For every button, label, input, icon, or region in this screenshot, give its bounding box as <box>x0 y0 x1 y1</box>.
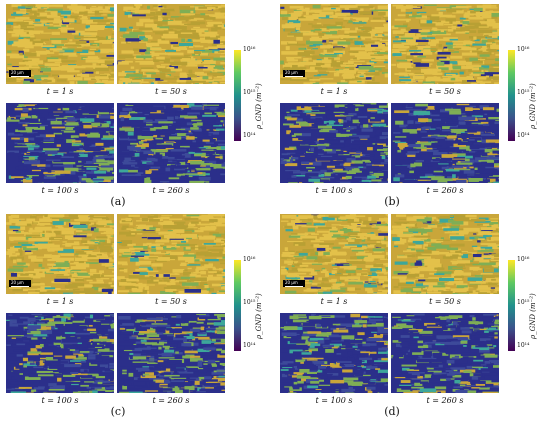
time-caption: t = 50 s <box>155 297 187 306</box>
panel-label: (a) <box>110 195 126 208</box>
time-caption: t = 1 s <box>320 87 348 96</box>
colorbar <box>508 260 515 351</box>
scale-bar: 20 µm <box>283 280 305 287</box>
dislocation-map: 20 µm <box>6 214 114 294</box>
scale-bar-line <box>11 76 29 77</box>
colorbar <box>234 260 241 351</box>
colorbar-tick-label: 10¹⁶ <box>517 46 530 53</box>
colorbar <box>234 50 241 141</box>
time-caption: t = 100 s <box>315 396 353 405</box>
time-caption: t = 260 s <box>152 396 190 405</box>
colorbar-tick-label: 10¹⁴ <box>517 342 530 349</box>
panel-label: (c) <box>110 405 126 418</box>
time-caption: t = 100 s <box>315 186 353 195</box>
dislocation-map <box>391 313 499 393</box>
scale-bar-line <box>11 286 29 287</box>
dislocation-map <box>117 214 225 294</box>
time-caption: t = 50 s <box>429 87 461 96</box>
time-caption: t = 50 s <box>429 297 461 306</box>
time-caption: t = 100 s <box>41 396 79 405</box>
time-caption: t = 100 s <box>41 186 79 195</box>
colorbar-tick-label: 10¹⁶ <box>243 46 256 53</box>
dislocation-map <box>280 313 388 393</box>
scale-bar-label: 20 µm <box>11 70 24 75</box>
colorbar-tick-label: 10¹⁴ <box>243 342 256 349</box>
colorbar-tick-label: 10¹⁵ <box>243 299 256 306</box>
panel-b: 20 µm t = 1 s t = 50 s t = 100 s t = 260 s 10… <box>280 4 540 209</box>
colorbar-tick-label: 10¹⁶ <box>243 256 256 263</box>
scale-bar-label: 20 µm <box>285 280 298 285</box>
time-caption: t = 260 s <box>426 396 464 405</box>
dislocation-map <box>117 4 225 84</box>
colorbar-tick-label: 10¹⁴ <box>517 132 530 139</box>
scale-bar-label: 20 µm <box>285 70 298 75</box>
dislocation-map: 20 µm <box>6 4 114 84</box>
time-caption: t = 1 s <box>46 87 74 96</box>
time-caption: t = 260 s <box>152 186 190 195</box>
time-caption: t = 1 s <box>320 297 348 306</box>
scale-bar: 20 µm <box>283 70 305 77</box>
dislocation-map <box>6 103 114 183</box>
dislocation-map <box>117 103 225 183</box>
panel-a: 20 µm t = 1 s t = 50 s t = 100 s t = 260 s 10… <box>6 4 266 209</box>
colorbar-tick-label: 10¹⁵ <box>243 89 256 96</box>
scale-bar: 20 µm <box>9 280 31 287</box>
panel-label: (b) <box>384 195 400 208</box>
colorbar-tick-label: 10¹⁵ <box>517 299 530 306</box>
scale-bar: 20 µm <box>9 70 31 77</box>
time-caption: t = 260 s <box>426 186 464 195</box>
scale-bar-line <box>285 76 303 77</box>
dislocation-map <box>280 103 388 183</box>
colorbar-unit-label: ρ_GND (m⁻²) <box>255 293 263 339</box>
dislocation-map <box>391 214 499 294</box>
dislocation-map <box>391 4 499 84</box>
time-caption: t = 50 s <box>155 87 187 96</box>
scale-bar-label: 20 µm <box>11 280 24 285</box>
dislocation-map <box>391 103 499 183</box>
colorbar-unit-label: ρ_GND (m⁻²) <box>255 83 263 129</box>
dislocation-map: 20 µm <box>280 4 388 84</box>
time-caption: t = 1 s <box>46 297 74 306</box>
panel-label: (d) <box>384 405 400 418</box>
panel-d: 20 µm t = 1 s t = 50 s t = 100 s t = 260 s 10… <box>280 214 540 419</box>
dislocation-map <box>117 313 225 393</box>
colorbar <box>508 50 515 141</box>
colorbar-unit-label: ρ_GND (m⁻²) <box>529 293 537 339</box>
colorbar-tick-label: 10¹⁴ <box>243 132 256 139</box>
colorbar-unit-label: ρ_GND (m⁻²) <box>529 83 537 129</box>
dislocation-map <box>6 313 114 393</box>
dislocation-map: 20 µm <box>280 214 388 294</box>
colorbar-tick-label: 10¹⁵ <box>517 89 530 96</box>
colorbar-tick-label: 10¹⁶ <box>517 256 530 263</box>
panel-c: 20 µm t = 1 s t = 50 s t = 100 s t = 260 s 10… <box>6 214 266 419</box>
scale-bar-line <box>285 286 303 287</box>
